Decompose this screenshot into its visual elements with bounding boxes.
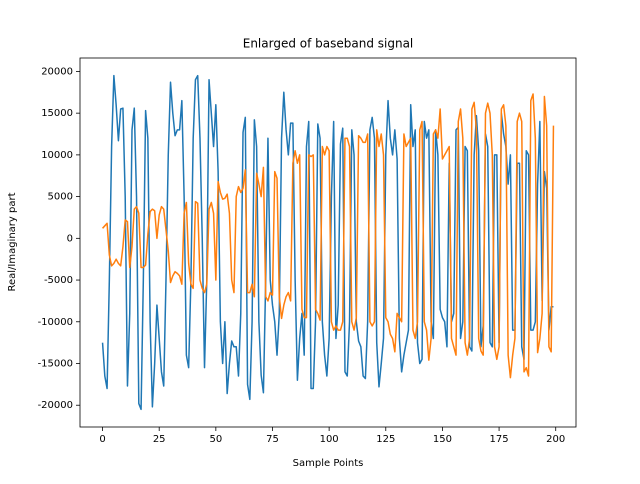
line-series <box>101 74 554 411</box>
x-tick-label: 0 <box>99 434 105 445</box>
line-series <box>101 93 555 379</box>
y-tick-label: -15000 <box>38 358 73 369</box>
x-tick-label: 200 <box>546 434 565 445</box>
x-axis-label: Sample Points <box>293 458 364 469</box>
x-tick-label: 50 <box>209 434 222 445</box>
y-tick-label: 10000 <box>41 150 73 161</box>
y-tick-label: -5000 <box>44 275 73 286</box>
x-tick-label: 175 <box>490 434 509 445</box>
plot-frame <box>79 57 577 428</box>
chart-title: Enlarged of baseband signal <box>243 37 414 51</box>
y-tick-label: -10000 <box>38 317 73 328</box>
x-tick-label: 25 <box>153 434 166 445</box>
y-axis-label: Real/Imaginary part <box>7 192 18 291</box>
y-tick-label: 0 <box>67 233 73 244</box>
x-tick-label: 75 <box>266 434 279 445</box>
y-tick-label: 15000 <box>41 108 73 119</box>
x-tick-label: 100 <box>320 434 339 445</box>
y-tick-label: -20000 <box>38 400 73 411</box>
y-tick-label: 5000 <box>48 192 73 203</box>
x-tick-label: 125 <box>376 434 395 445</box>
y-tick-label: 20000 <box>41 66 73 77</box>
x-tick-label: 150 <box>433 434 452 445</box>
